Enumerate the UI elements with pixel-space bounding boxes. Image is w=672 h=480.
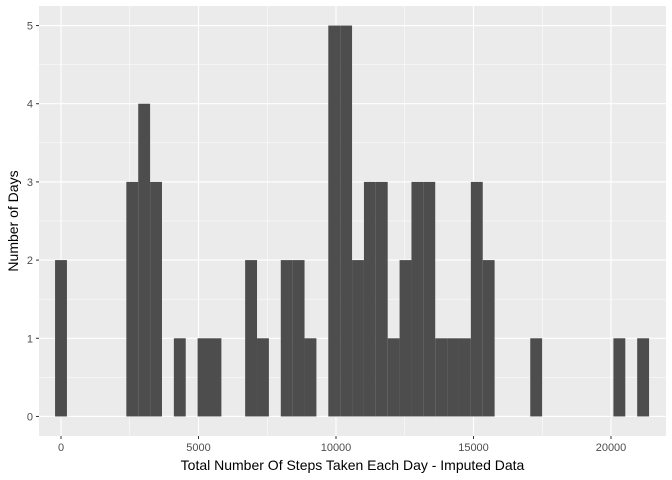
y-tick-label: 0 (27, 411, 33, 423)
y-tick-label: 1 (27, 333, 33, 345)
histogram-bar (387, 338, 400, 417)
histogram-bar (363, 181, 376, 417)
histogram-bars (55, 25, 650, 417)
histogram-bar (352, 260, 364, 417)
y-axis: 0 1 2 3 4 5 (27, 21, 39, 423)
x-axis-title: Total Number Of Steps Taken Each Day - I… (181, 457, 525, 473)
histogram-bar (613, 338, 626, 417)
histogram-bar (257, 338, 269, 417)
y-tick-label: 4 (27, 99, 33, 111)
histogram-bar (447, 338, 459, 417)
histogram-bar (126, 181, 139, 417)
histogram-bar (280, 260, 293, 417)
x-tick-label: 5000 (186, 442, 210, 454)
histogram-bar (340, 25, 353, 417)
histogram-bar (55, 260, 67, 417)
histogram-bar (375, 181, 388, 417)
histogram-bar (435, 338, 448, 417)
histogram-bar (482, 260, 495, 417)
x-tick-label: 20000 (596, 442, 627, 454)
histogram-bar (292, 260, 305, 417)
histogram-bar (399, 260, 412, 417)
histogram-bar (423, 181, 436, 417)
histogram-bar (304, 338, 317, 417)
x-tick-label: 10000 (321, 442, 352, 454)
histogram-bar (637, 338, 650, 417)
y-axis-title: Number of Days (5, 170, 21, 271)
y-tick-label: 5 (27, 21, 33, 33)
histogram-bar (530, 338, 543, 417)
histogram-bar (328, 25, 341, 417)
histogram-bar (150, 181, 162, 417)
y-tick-label: 3 (27, 177, 33, 189)
x-tick-label: 15000 (458, 442, 489, 454)
x-axis: 0 5000 10000 15000 20000 (58, 436, 626, 454)
histogram-bar (138, 103, 151, 417)
y-tick-label: 2 (27, 255, 33, 267)
histogram-bar (173, 338, 186, 417)
histogram-bar (245, 260, 258, 417)
histogram-bar (458, 338, 471, 417)
histogram-bar (411, 181, 424, 417)
x-tick-label: 0 (58, 442, 64, 454)
histogram-bar (197, 338, 210, 417)
histogram-bar (209, 338, 222, 417)
histogram-bar (470, 181, 483, 417)
